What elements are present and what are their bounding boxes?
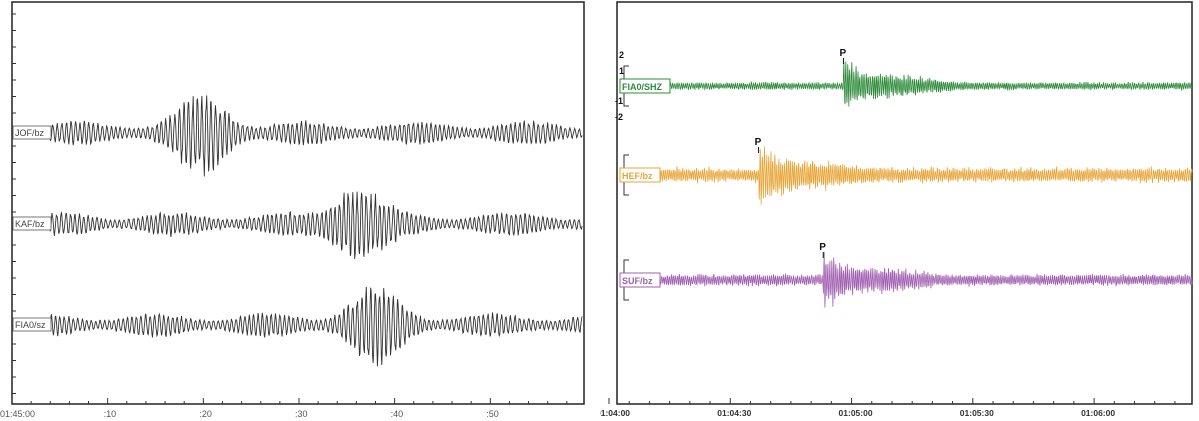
right-x-tick-label: 01:05:30 [960, 408, 994, 418]
p-pick-label-fia0-shz: P [839, 48, 846, 59]
trace-fia0-sz [49, 286, 583, 367]
trace-fia0-shz [659, 61, 1193, 107]
station-label-hef-bz: HEF/bz [622, 171, 653, 181]
amplitude-tick-label: 1 [619, 66, 624, 76]
left-x-tick-label: :40 [391, 409, 404, 419]
p-pick-label-hef-bz: P [755, 137, 762, 148]
left-x-tick-label: 01:45:00 [0, 409, 35, 419]
right-x-tick-label: 01:04:30 [717, 408, 751, 418]
trace-jof-bz [49, 95, 583, 177]
station-label-box-jof-bz [12, 125, 52, 140]
left-plot-frame [11, 1, 585, 405]
left-x-tick-label: :20 [199, 409, 212, 419]
right-plot-frame [616, 1, 1193, 405]
station-label-jof-bz: JOF/bz [15, 128, 45, 138]
left-seismogram-chart: JOF/bz KAF/bz FIA0/sz 01:45:00 :10 :20 :30 :40… [0, 1, 585, 419]
station-label-suf-bz: SUF/bz [622, 276, 653, 286]
left-x-tick-label: :30 [295, 409, 308, 419]
amplitude-tick-label: 2 [619, 50, 624, 60]
left-x-tick-label: :50 [486, 409, 499, 419]
station-label-kaf-bz: KAF/bz [15, 219, 45, 229]
station-label-box-fia0-shz [619, 78, 671, 94]
right-seismogram-chart: P FIA0/SHZ P HEF/bz P SUF/bz 2 1 -1 -2 01:04:00 01… [600, 1, 1193, 418]
right-x-tick-label: 01:05:00 [839, 408, 873, 418]
amplitude-tick-label: -2 [615, 112, 623, 122]
amplitude-tick-label: -1 [615, 96, 623, 106]
station-label-fia0-sz: FIA0/sz [15, 320, 46, 330]
trace-kaf-bz [49, 191, 583, 260]
right-seismogram-panel: P FIA0/SHZ P HEF/bz P SUF/bz 2 1 -1 -2 01:04:00 01… [600, 0, 1199, 421]
left-seismogram-panel: JOF/bz KAF/bz FIA0/sz 01:45:00 :10 :20 :30 :40… [0, 1, 585, 419]
right-x-tick-label: 01:04:00 [600, 408, 630, 418]
right-x-tick-label: 01:06:00 [1081, 408, 1115, 418]
station-label-box-kaf-bz [12, 216, 52, 231]
station-label-box-fia0-sz [12, 317, 52, 332]
trace-suf-bz [659, 251, 1193, 308]
left-x-tick-label: :10 [104, 409, 117, 419]
station-label-box-hef-bz [619, 167, 661, 183]
p-pick-label-suf-bz: P [819, 242, 826, 253]
trace-hef-bz [659, 146, 1193, 205]
station-label-box-suf-bz [619, 272, 661, 288]
station-label-fia0-shz: FIA0/SHZ [622, 82, 663, 92]
